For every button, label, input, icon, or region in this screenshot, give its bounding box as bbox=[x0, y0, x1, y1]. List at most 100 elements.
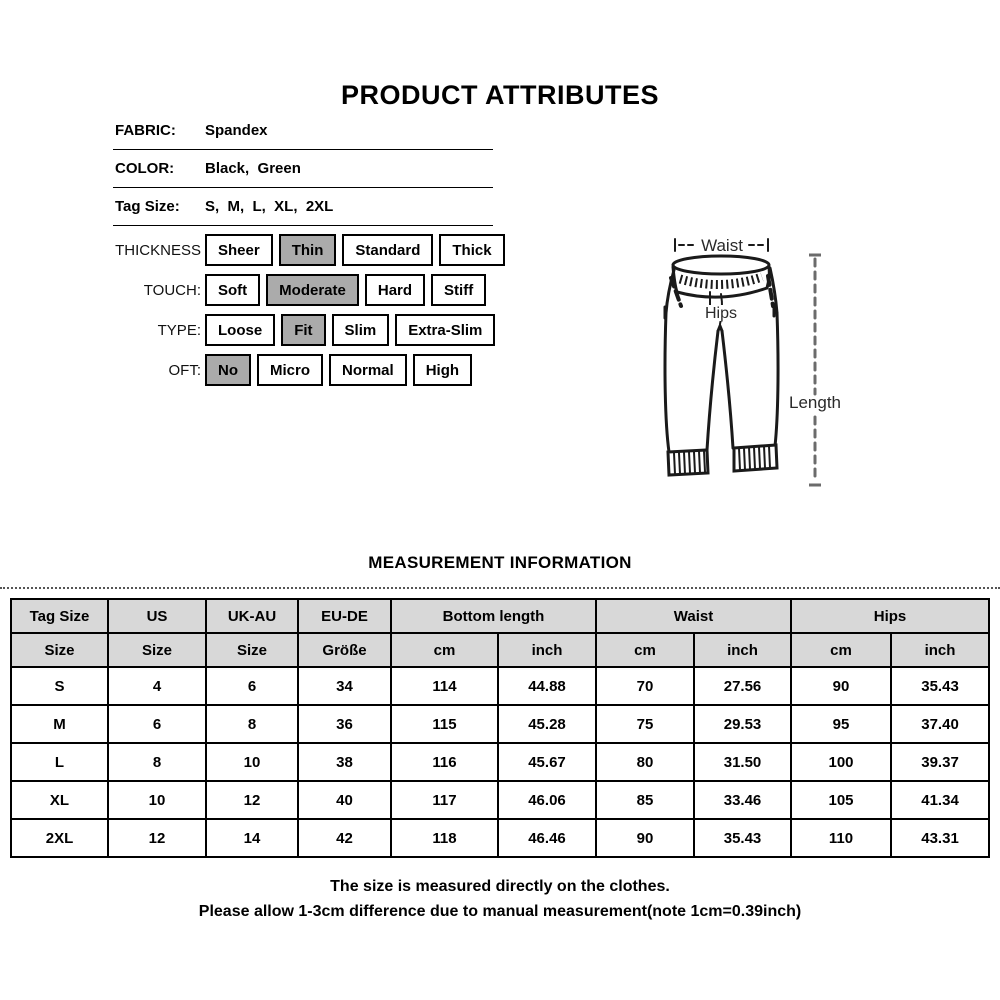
table-subheader-cell: Size bbox=[10, 632, 109, 668]
table-cell: 114 bbox=[390, 666, 499, 706]
table-cell: 39.37 bbox=[890, 742, 991, 782]
attribute-option-rows: THICKNESS Sheer Thin Standard Thick TOUCH: Sof… bbox=[0, 234, 511, 394]
attribute-row-fabric: FABRIC: Spandex bbox=[113, 112, 493, 150]
option-chip-slim: Slim bbox=[331, 314, 390, 346]
size-table-body: S 4 6 34 114 44.88 70 27.56 90 35.43 M 6 8 36 115 45.28… bbox=[10, 666, 991, 858]
hips-label: Hips bbox=[705, 305, 737, 322]
measurement-note: Please allow 1-3cm difference due to man… bbox=[198, 903, 802, 920]
option-chip-thin: Thin bbox=[278, 234, 337, 266]
attribute-value: S, M, L, XL, 2XL bbox=[205, 198, 334, 215]
attribute-value: Spandex bbox=[205, 122, 268, 139]
table-cell: 27.56 bbox=[692, 666, 793, 706]
option-row-type: TYPE: Loose Fit Slim Extra-Slim bbox=[0, 314, 511, 346]
table-cell: 34 bbox=[297, 666, 392, 706]
attribute-value: Black, Green bbox=[205, 160, 301, 177]
table-cell: 80 bbox=[595, 742, 695, 782]
table-cell: 6 bbox=[107, 704, 207, 744]
measurement-section-title: MEASUREMENT INFORMATION bbox=[368, 553, 632, 572]
table-subheader-cell: Size bbox=[107, 632, 207, 668]
table-cell: 14 bbox=[205, 818, 299, 858]
table-cell: 100 bbox=[790, 742, 893, 782]
table-cell: S bbox=[10, 666, 109, 706]
table-cell: 75 bbox=[595, 704, 695, 744]
table-cell: 40 bbox=[297, 780, 392, 820]
table-subheader-cell: cm bbox=[790, 632, 893, 668]
hips-measure-line bbox=[663, 303, 776, 320]
attribute-rows: FABRIC: Spandex COLOR: Black, Green Tag Size… bbox=[113, 112, 493, 226]
option-chip-fit: Fit bbox=[281, 314, 326, 346]
table-row-xl: XL 10 12 40 117 46.06 85 33.46 105 41.34 bbox=[10, 780, 991, 820]
table-cell: 110 bbox=[790, 818, 893, 858]
table-cell: 42 bbox=[297, 818, 392, 858]
table-cell: 8 bbox=[107, 742, 207, 782]
attribute-row-tag-size: Tag Size: S, M, L, XL, 2XL bbox=[113, 188, 493, 226]
dotted-divider bbox=[0, 587, 1000, 589]
table-subheader-row: Size Size Size Größe cm inch cm inch cm inch bbox=[10, 632, 991, 668]
option-row-touch: TOUCH: Soft Moderate Hard Stiff bbox=[0, 274, 511, 306]
option-chip-stiff: Stiff bbox=[431, 274, 487, 306]
table-cell: 35.43 bbox=[692, 818, 793, 858]
table-row-s: S 4 6 34 114 44.88 70 27.56 90 35.43 bbox=[10, 666, 991, 706]
table-cell: 105 bbox=[790, 780, 893, 820]
option-chip-loose: Loose bbox=[205, 314, 276, 346]
table-header-cell-uk-au: UK-AU bbox=[205, 598, 299, 634]
table-cell: 45.28 bbox=[497, 704, 597, 744]
table-cell: 37.40 bbox=[890, 704, 991, 744]
table-subheader-cell: inch bbox=[497, 632, 597, 668]
table-cell: 46.46 bbox=[497, 818, 597, 858]
table-header-cell-us: US bbox=[107, 598, 207, 634]
table-row-2xl: 2XL 12 14 42 118 46.46 90 35.43 110 43.31 bbox=[10, 818, 991, 858]
table-cell: 2XL bbox=[10, 818, 109, 858]
table-cell: 116 bbox=[390, 742, 499, 782]
table-subheader-cell: Size bbox=[205, 632, 299, 668]
size-table: Tag Size US UK-AU EU-DE Bottom length Waist Hi… bbox=[10, 598, 991, 858]
table-cell: 4 bbox=[107, 666, 207, 706]
table-cell: 31.50 bbox=[692, 742, 793, 782]
option-chip-micro: Micro bbox=[257, 354, 324, 386]
size-table-head: Tag Size US UK-AU EU-DE Bottom length Waist Hi… bbox=[10, 598, 991, 668]
option-chip-high: High bbox=[412, 354, 473, 386]
table-subheader-cell: Größe bbox=[297, 632, 392, 668]
attribute-label: COLOR: bbox=[115, 160, 175, 177]
table-header-cell-tag-size: Tag Size bbox=[10, 598, 109, 634]
waist-measure-line bbox=[674, 238, 769, 252]
option-row-thickness: THICKNESS Sheer Thin Standard Thick bbox=[0, 234, 511, 266]
table-cell: 36 bbox=[297, 704, 392, 744]
table-cell: 117 bbox=[390, 780, 499, 820]
option-row-label: TYPE: bbox=[157, 321, 201, 339]
table-header-cell-bottom-length: Bottom length bbox=[390, 598, 597, 634]
attribute-label: FABRIC: bbox=[115, 122, 176, 139]
table-cell: 90 bbox=[790, 666, 893, 706]
table-cell: M bbox=[10, 704, 109, 744]
measurement-notes: The size is measured directly on the clo… bbox=[0, 878, 1000, 928]
table-row-m: M 6 8 36 115 45.28 75 29.53 95 37.40 bbox=[10, 704, 991, 744]
table-header-cell-eu-de: EU-DE bbox=[297, 598, 392, 634]
option-chip-thick: Thick bbox=[439, 234, 505, 266]
table-cell: 43.31 bbox=[890, 818, 991, 858]
option-chip-hard: Hard bbox=[364, 274, 426, 306]
table-cell: 35.43 bbox=[890, 666, 991, 706]
table-subheader-cell: cm bbox=[595, 632, 695, 668]
waist-label: Waist bbox=[701, 236, 743, 255]
table-cell: 12 bbox=[107, 818, 207, 858]
option-row-label: TOUCH: bbox=[143, 281, 201, 299]
table-cell: XL bbox=[10, 780, 109, 820]
table-cell: 44.88 bbox=[497, 666, 597, 706]
table-cell: 10 bbox=[205, 742, 299, 782]
table-subheader-cell: inch bbox=[692, 632, 793, 668]
option-row-oft: OFT: No Micro Normal High bbox=[0, 354, 511, 386]
option-chip-soft: Soft bbox=[205, 274, 261, 306]
table-cell: 38 bbox=[297, 742, 392, 782]
table-header-row: Tag Size US UK-AU EU-DE Bottom length Waist Hi… bbox=[10, 598, 991, 634]
option-chip-moderate: Moderate bbox=[266, 274, 359, 306]
option-chip-extra-slim: Extra-Slim bbox=[395, 314, 496, 346]
length-measure-line bbox=[809, 253, 821, 487]
table-cell: 70 bbox=[595, 666, 695, 706]
table-row-l: L 8 10 38 116 45.67 80 31.50 100 39.37 bbox=[10, 742, 991, 782]
attribute-label: Tag Size: bbox=[115, 198, 180, 215]
option-chip-sheer: Sheer bbox=[205, 234, 273, 266]
table-subheader-cell: cm bbox=[390, 632, 499, 668]
table-cell: 118 bbox=[390, 818, 499, 858]
table-header-cell-waist: Waist bbox=[594, 598, 793, 634]
